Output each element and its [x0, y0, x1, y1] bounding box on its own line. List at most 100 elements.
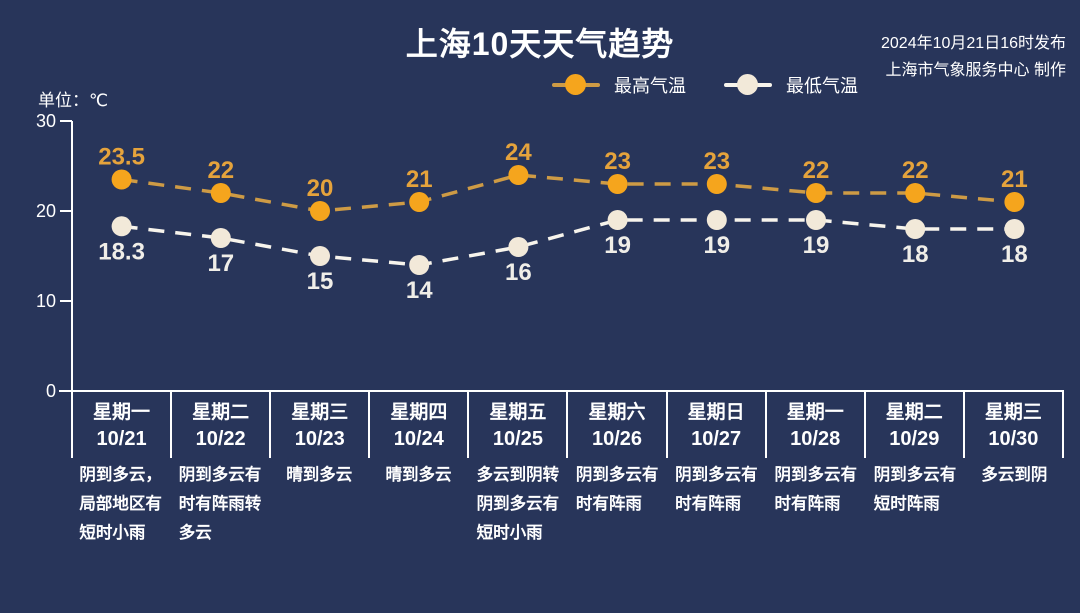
legend-label-low-temp: 最低气温 [786, 76, 858, 96]
weather-column-1: 阴到多云， 局部地区有 短时小雨 [71, 461, 170, 548]
weather-column-5: 多云到阴转 阴到多云有 短时小雨 [468, 461, 567, 548]
weather-column-9: 阴到多云有 短时阵雨 [865, 461, 964, 519]
date-label: 10/21 [96, 428, 147, 450]
weather-description: 多云到阴 [981, 466, 1048, 484]
y-axis-tick-label: 10 [36, 291, 56, 311]
weather-column-6: 阴到多云有 时有阵雨 [567, 461, 666, 519]
y-axis-tick-label: 20 [36, 201, 56, 221]
high-temp-marker-icon [905, 183, 926, 203]
date-label: 10/27 [691, 428, 742, 450]
page-title: 上海10天天气趋势 [405, 26, 675, 62]
high-temp-marker-icon [111, 169, 132, 190]
low-temp-marker-icon [607, 210, 628, 230]
publish-time: 2024年10月21日16时发布 [881, 35, 1066, 52]
day-header-row: 星期一 10/21 星期二 10/22 星期三 10/23 星期四 10/24 星期五 10/25… [71, 391, 1064, 458]
weather-description: 晴到多云 [385, 466, 452, 484]
high-temp-marker-icon [210, 183, 231, 203]
low-temp-series-icon [724, 74, 772, 96]
low-temp-value-label: 17 [207, 250, 234, 277]
weekday-label: 星期三 [984, 402, 1042, 423]
low-temp-marker-icon [706, 210, 727, 230]
weather-description: 阴到多云， 局部地区有 短时小雨 [79, 466, 162, 542]
weather-description-row: 阴到多云， 局部地区有 短时小雨 阴到多云有 时有阵雨转 多云 晴到多云 晴到多云 多云… [71, 461, 1064, 548]
high-temp-series-icon [552, 74, 600, 96]
weekday-label: 星期四 [390, 402, 448, 423]
low-temp-marker-icon [210, 228, 231, 248]
high-temp-value-label: 21 [1001, 166, 1028, 193]
weather-description: 阴到多云有 时有阵雨转 多云 [178, 466, 262, 542]
legend-item-high-temp: 最高气温 [552, 72, 686, 98]
low-temp-value-label: 19 [604, 232, 631, 259]
high-temp-marker-icon [508, 165, 529, 185]
weather-column-4: 晴到多云 [369, 461, 468, 490]
low-temp-value-label: 19 [703, 232, 730, 259]
high-temp-marker-icon [706, 174, 727, 194]
weekday-label: 星期日 [687, 402, 745, 423]
day-column-1: 星期一 10/21 [71, 391, 170, 458]
high-temp-marker-icon [1004, 192, 1025, 212]
high-temp-value-label: 22 [803, 157, 830, 184]
chart-legend: 最高气温 最低气温 [552, 72, 858, 98]
weather-column-10: 多云到阴 [965, 461, 1064, 490]
high-temp-value-label: 24 [505, 139, 532, 166]
weekday-label: 星期二 [885, 402, 943, 423]
date-label: 10/25 [492, 428, 543, 450]
low-temp-value-label: 16 [505, 259, 532, 286]
date-label: 10/26 [591, 428, 643, 450]
low-temp-marker-icon [111, 216, 132, 237]
high-temp-marker-icon [310, 201, 330, 221]
weekday-label: 星期二 [192, 402, 250, 423]
day-column-2: 星期二 10/22 [170, 391, 269, 458]
date-label: 10/29 [889, 428, 940, 450]
high-temp-marker-icon [806, 183, 826, 203]
weather-column-7: 阴到多云有 时有阵雨 [667, 461, 766, 519]
high-temp-value-label: 23.5 [98, 144, 145, 171]
unit-label: 单位：℃ [38, 91, 109, 110]
day-column-4: 星期四 10/24 [368, 391, 467, 458]
date-label: 10/24 [393, 428, 444, 450]
low-temp-value-label: 18 [902, 241, 929, 268]
weather-description: 阴到多云有 时有阵雨 [774, 466, 857, 513]
weekday-label: 星期三 [291, 402, 349, 423]
high-temp-value-label: 23 [703, 148, 730, 175]
date-label: 10/23 [294, 428, 345, 450]
high-temp-value-label: 20 [307, 175, 334, 202]
date-label: 10/28 [790, 428, 841, 450]
low-temp-marker-icon [905, 219, 926, 239]
day-column-7: 星期日 10/27 [665, 391, 765, 458]
day-column-10: 星期三 10/30 [962, 391, 1062, 458]
low-temp-value-label: 15 [307, 268, 334, 295]
low-temp-marker-icon [1004, 219, 1025, 239]
legend-item-low-temp: 最低气温 [724, 72, 858, 98]
high-temp-value-label: 23 [604, 148, 631, 175]
weather-description: 晴到多云 [286, 466, 353, 484]
low-temp-marker-icon [310, 246, 330, 266]
low-temp-marker-icon [508, 237, 529, 257]
day-column-8: 星期一 10/28 [764, 391, 864, 458]
day-column-9: 星期二 10/29 [863, 391, 963, 458]
weather-column-2: 阴到多云有 时有阵雨转 多云 [170, 461, 269, 548]
date-label: 10/30 [988, 428, 1039, 450]
low-temp-value-label: 18 [1001, 241, 1028, 268]
high-temp-marker-icon [409, 192, 430, 212]
weather-description: 阴到多云有 时有阵雨 [675, 466, 758, 513]
high-temp-value-label: 22 [902, 157, 929, 184]
low-temp-value-label: 18.3 [98, 238, 145, 265]
weekday-label: 星期六 [588, 402, 646, 423]
weather-column-8: 阴到多云有 时有阵雨 [766, 461, 865, 519]
day-column-3: 星期三 10/23 [269, 391, 368, 458]
y-axis-tick-label: 0 [46, 381, 56, 401]
weather-column-3: 晴到多云 [270, 461, 369, 490]
weekday-label: 星期五 [489, 402, 547, 423]
weather-description: 阴到多云有 时有阵雨 [575, 466, 659, 513]
high-temp-value-label: 22 [207, 157, 234, 184]
legend-label-high-temp: 最高气温 [614, 76, 686, 96]
low-temp-value-label: 19 [803, 232, 830, 259]
day-column-5: 星期五 10/25 [467, 391, 566, 458]
weather-description: 阴到多云有 短时阵雨 [873, 466, 957, 513]
y-axis-tick-label: 30 [36, 111, 56, 131]
low-temp-marker-icon [806, 210, 826, 230]
high-temp-value-label: 21 [406, 166, 433, 193]
high-temp-line [121, 173, 1015, 213]
